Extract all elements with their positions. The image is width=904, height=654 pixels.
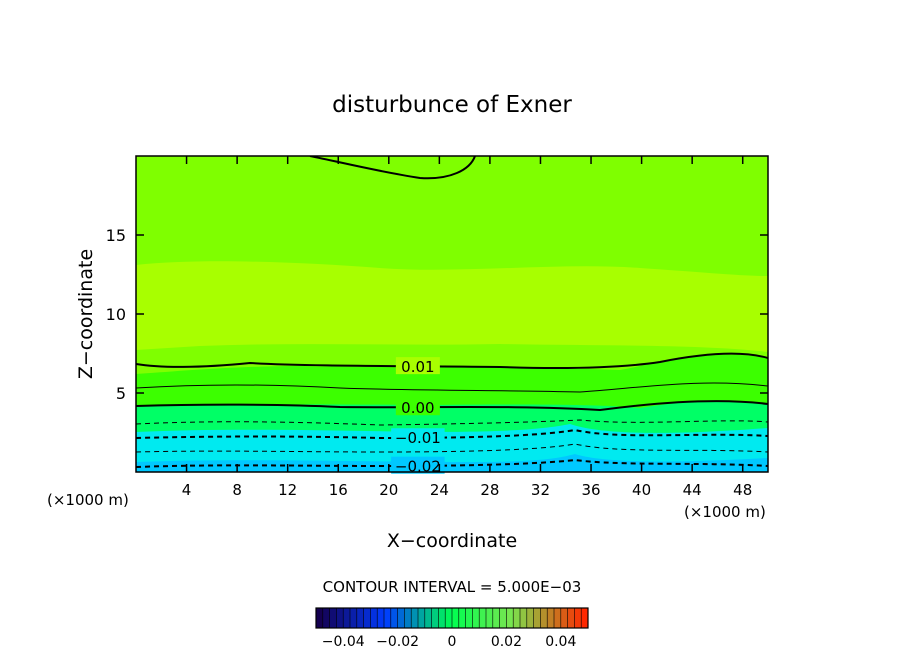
colorbar-cell <box>370 608 378 628</box>
colorbar-cell <box>486 608 494 628</box>
fill-band-deep <box>136 454 768 472</box>
colorbar-cell <box>316 608 324 628</box>
contour-label-bg <box>391 456 445 474</box>
colorbar-cell <box>472 608 480 628</box>
colorbar-cell <box>465 608 473 628</box>
contour-line-4 <box>136 419 768 426</box>
x-tick-label: 28 <box>480 481 499 499</box>
fill-band-upper <box>136 261 768 352</box>
y-axis-label: Z−coordinate <box>75 249 97 379</box>
colorbar-cell <box>533 608 541 628</box>
x-tick-label: 40 <box>632 481 651 499</box>
x-tick-label: 12 <box>278 481 297 499</box>
colorbar-cell <box>520 608 528 628</box>
colorbar-cell <box>329 608 337 628</box>
colorbar-cell <box>404 608 412 628</box>
colorbar-cell <box>424 608 432 628</box>
chart-title: disturbunce of Exner <box>332 92 572 118</box>
colorbar-cell <box>343 608 351 628</box>
x-tick-label: 36 <box>581 481 600 499</box>
contour-line-7 <box>136 458 768 468</box>
colorbar-cell <box>560 608 568 628</box>
contour-fill <box>136 156 768 472</box>
y-axis: 5 10 15 <box>106 226 768 403</box>
contour-line-2 <box>136 382 768 393</box>
colorbar-tick-label: −0.02 <box>376 634 419 650</box>
x-tick-label: 20 <box>379 481 398 499</box>
contour-line-5 <box>136 428 768 440</box>
colorbar-cell <box>363 608 371 628</box>
x-tick-label: 24 <box>430 481 449 499</box>
colorbar-tick-label: −0.04 <box>322 634 365 650</box>
colorbar-cell <box>350 608 358 628</box>
colorbar-cell <box>526 608 534 628</box>
colorbar-tick-label: 0 <box>448 634 457 650</box>
x-tick-label: 32 <box>531 481 550 499</box>
colorbar-cell <box>322 608 330 628</box>
colorbar-cell <box>499 608 507 628</box>
contour-line-6 <box>136 443 768 453</box>
contour-label: 0.00 <box>401 399 434 417</box>
y-tick-label: 15 <box>106 226 126 245</box>
x-axis-label: X−coordinate <box>387 530 517 552</box>
colorbar-cell <box>397 608 405 628</box>
contour-line-1 <box>136 352 768 369</box>
contour-labels: 0.01 0.00 −0.01 −0.02 <box>391 357 445 476</box>
colorbar-cell <box>567 608 575 628</box>
x-tick-label: 44 <box>683 481 702 499</box>
x-unit-left: (×1000 m) <box>47 491 129 509</box>
x-tick-label: 8 <box>232 481 242 499</box>
contour-interval-text: CONTOUR INTERVAL = 5.000E−03 <box>323 578 582 596</box>
colorbar-cell <box>479 608 487 628</box>
y-tick-label: 5 <box>116 384 126 403</box>
colorbar-cell <box>492 608 500 628</box>
x-tick-label: 16 <box>329 481 348 499</box>
colorbar-tick-label: 0.04 <box>545 634 576 650</box>
contour-label: −0.02 <box>395 458 441 476</box>
contour-label-bg <box>395 357 440 375</box>
contour-label-bg <box>395 398 440 416</box>
colorbar-labels: −0.04 −0.02 0 0.02 0.04 <box>322 634 577 650</box>
x-tick-label: 4 <box>182 481 192 499</box>
contour-line-3 <box>136 400 768 412</box>
colorbar-tick-label: 0.02 <box>491 634 522 650</box>
colorbar-cell <box>418 608 426 628</box>
colorbar-cell <box>452 608 460 628</box>
contour-label-bg <box>391 428 445 446</box>
contour-label: 0.01 <box>401 358 434 376</box>
colorbar-cell <box>554 608 562 628</box>
colorbar-cell <box>411 608 419 628</box>
colorbar-cell <box>336 608 344 628</box>
colorbar-frame <box>315 607 589 629</box>
x-axis: 4 8 12 16 20 24 28 32 36 40 44 48 <box>182 156 752 499</box>
colorbar-cell <box>438 608 446 628</box>
colorbar-cell <box>574 608 582 628</box>
colorbar-cell <box>458 608 466 628</box>
colorbar-cell <box>431 608 439 628</box>
colorbar-cell <box>356 608 364 628</box>
colorbar-cell <box>506 608 514 628</box>
y-tick-label: 10 <box>106 305 126 324</box>
colorbar-cell <box>377 608 385 628</box>
colorbar-cell <box>540 608 548 628</box>
colorbar-cell <box>445 608 453 628</box>
colorbar-cell <box>513 608 521 628</box>
colorbar-cell <box>384 608 392 628</box>
contour-line-0 <box>309 156 476 180</box>
x-unit-right: (×1000 m) <box>684 503 766 521</box>
contour-lines <box>136 156 768 468</box>
colorbar-cell <box>581 608 589 628</box>
colorbar-cell <box>547 608 555 628</box>
colorbar <box>315 607 589 629</box>
colorbar-cell <box>390 608 398 628</box>
contour-label: −0.01 <box>395 429 441 447</box>
x-tick-label: 48 <box>733 481 752 499</box>
